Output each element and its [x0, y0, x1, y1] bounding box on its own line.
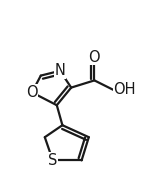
Text: OH: OH: [114, 83, 136, 97]
Text: O: O: [89, 50, 100, 65]
Text: O: O: [26, 85, 38, 100]
Text: S: S: [48, 153, 57, 168]
Text: N: N: [55, 63, 65, 78]
